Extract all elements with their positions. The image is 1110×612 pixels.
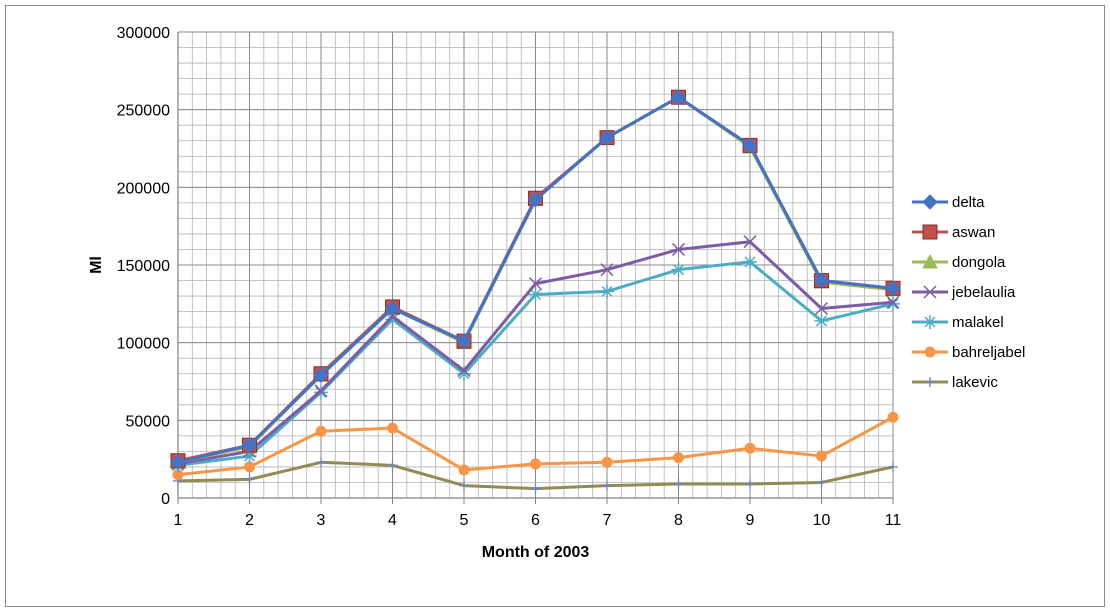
legend-swatch-marker [924, 346, 936, 358]
data-point-malakel [385, 312, 400, 327]
data-point-malakel [457, 366, 471, 381]
data-point-lakevic [530, 483, 541, 494]
data-point-lakevic [387, 460, 398, 471]
data-point-malakel [242, 449, 257, 464]
legend-item-aswan: aswan [912, 224, 995, 241]
data-point-malakel [671, 262, 686, 277]
y-tick-label: 0 [161, 491, 170, 508]
y-tick-label: 100000 [117, 336, 170, 353]
x-tick-label: 8 [674, 512, 683, 529]
legend-label: aswan [952, 224, 995, 241]
x-tick-label: 1 [174, 512, 183, 529]
y-tick-label: 250000 [117, 103, 170, 120]
series-delta [170, 89, 901, 470]
data-point-bahreljabel [816, 450, 827, 462]
legend-swatch-marker [922, 194, 938, 210]
data-point-bahreljabel [601, 456, 613, 468]
data-point-delta [813, 272, 830, 289]
legend-swatch-marker [925, 377, 935, 387]
legend: delta aswan dongola jebelaulia malakel bahrel… [912, 194, 1025, 391]
data-point-jebelaulia [600, 263, 614, 277]
data-point-jebelaulia [314, 384, 328, 398]
data-point-bahreljabel [887, 411, 899, 423]
y-tick-label: 200000 [117, 180, 170, 197]
data-point-lakevic [745, 479, 755, 490]
data-point-malakel [814, 313, 829, 328]
x-tick-label: 4 [388, 512, 397, 529]
x-tick-label: 6 [531, 512, 540, 529]
legend-item-malakel: malakel [912, 314, 1004, 331]
data-point-malakel [528, 287, 543, 302]
data-point-jebelaulia [457, 364, 471, 378]
legend-item-lakevic: lakevic [912, 374, 998, 391]
data-point-jebelaulia [671, 242, 686, 256]
data-point-delta [384, 300, 401, 317]
x-tick-label: 3 [317, 512, 326, 529]
data-point-bahreljabel [458, 464, 470, 476]
data-point-lakevic [673, 479, 684, 490]
data-point-lakevic [244, 474, 255, 485]
y-tick-label: 50000 [126, 413, 171, 430]
legend-item-dongola: dongola [912, 253, 1006, 271]
y-axis-title: Ml [88, 256, 105, 274]
data-point-delta [527, 192, 544, 208]
data-point-delta [885, 280, 901, 297]
data-point-jebelaulia [886, 295, 900, 309]
legend-swatch-marker [922, 253, 938, 269]
legend-swatch-marker [923, 285, 937, 299]
legend-label: delta [952, 194, 985, 211]
data-point-delta [670, 89, 687, 105]
series-lakevic [173, 457, 898, 494]
data-point-delta [313, 367, 329, 383]
data-point-bahreljabel [673, 452, 684, 464]
data-point-lakevic [316, 457, 326, 468]
data-point-bahreljabel [244, 461, 255, 473]
x-tick-label: 5 [460, 512, 469, 529]
data-point-bahreljabel [530, 458, 541, 470]
legend-swatch-marker [923, 315, 937, 329]
data-point-jebelaulia [743, 235, 757, 249]
data-point-delta [599, 129, 615, 146]
legend-item-bahreljabel: bahreljabel [912, 344, 1025, 361]
x-tick-label: 7 [603, 512, 612, 529]
data-point-delta [456, 333, 472, 349]
data-point-malakel [743, 254, 757, 269]
y-tick-label: 150000 [117, 258, 170, 275]
legend-item-jebelaulia: jebelaulia [912, 284, 1016, 301]
x-tick-label: 10 [813, 512, 831, 529]
data-point-bahreljabel [744, 442, 756, 454]
legend-label: lakevic [952, 374, 998, 391]
data-point-jebelaulia [814, 301, 829, 316]
data-point-jebelaulia [528, 277, 543, 291]
data-point-malakel [886, 296, 900, 311]
data-point-delta [170, 454, 186, 470]
data-point-malakel [600, 284, 614, 299]
data-point-bahreljabel [387, 422, 398, 434]
legend-label: malakel [952, 314, 1004, 331]
x-tick-label: 11 [885, 512, 902, 529]
legend-label: jebelaulia [951, 284, 1016, 301]
data-point-delta [742, 137, 758, 154]
data-point-bahreljabel [315, 425, 327, 437]
data-point-delta [241, 437, 258, 453]
x-axis-title: Month of 2003 [482, 544, 590, 561]
legend-label: bahreljabel [952, 344, 1025, 361]
legend-label: dongola [952, 254, 1006, 271]
x-tick-label: 9 [746, 512, 755, 529]
data-point-lakevic [459, 480, 469, 491]
legend-swatch-marker [922, 224, 938, 240]
legend-item-delta: delta [912, 194, 985, 211]
data-point-lakevic [888, 461, 898, 472]
x-tick-label: 2 [245, 512, 254, 529]
data-point-lakevic [602, 480, 612, 491]
data-point-lakevic [816, 477, 827, 488]
y-tick-label: 300000 [117, 25, 170, 42]
series-bahreljabel [172, 411, 899, 481]
